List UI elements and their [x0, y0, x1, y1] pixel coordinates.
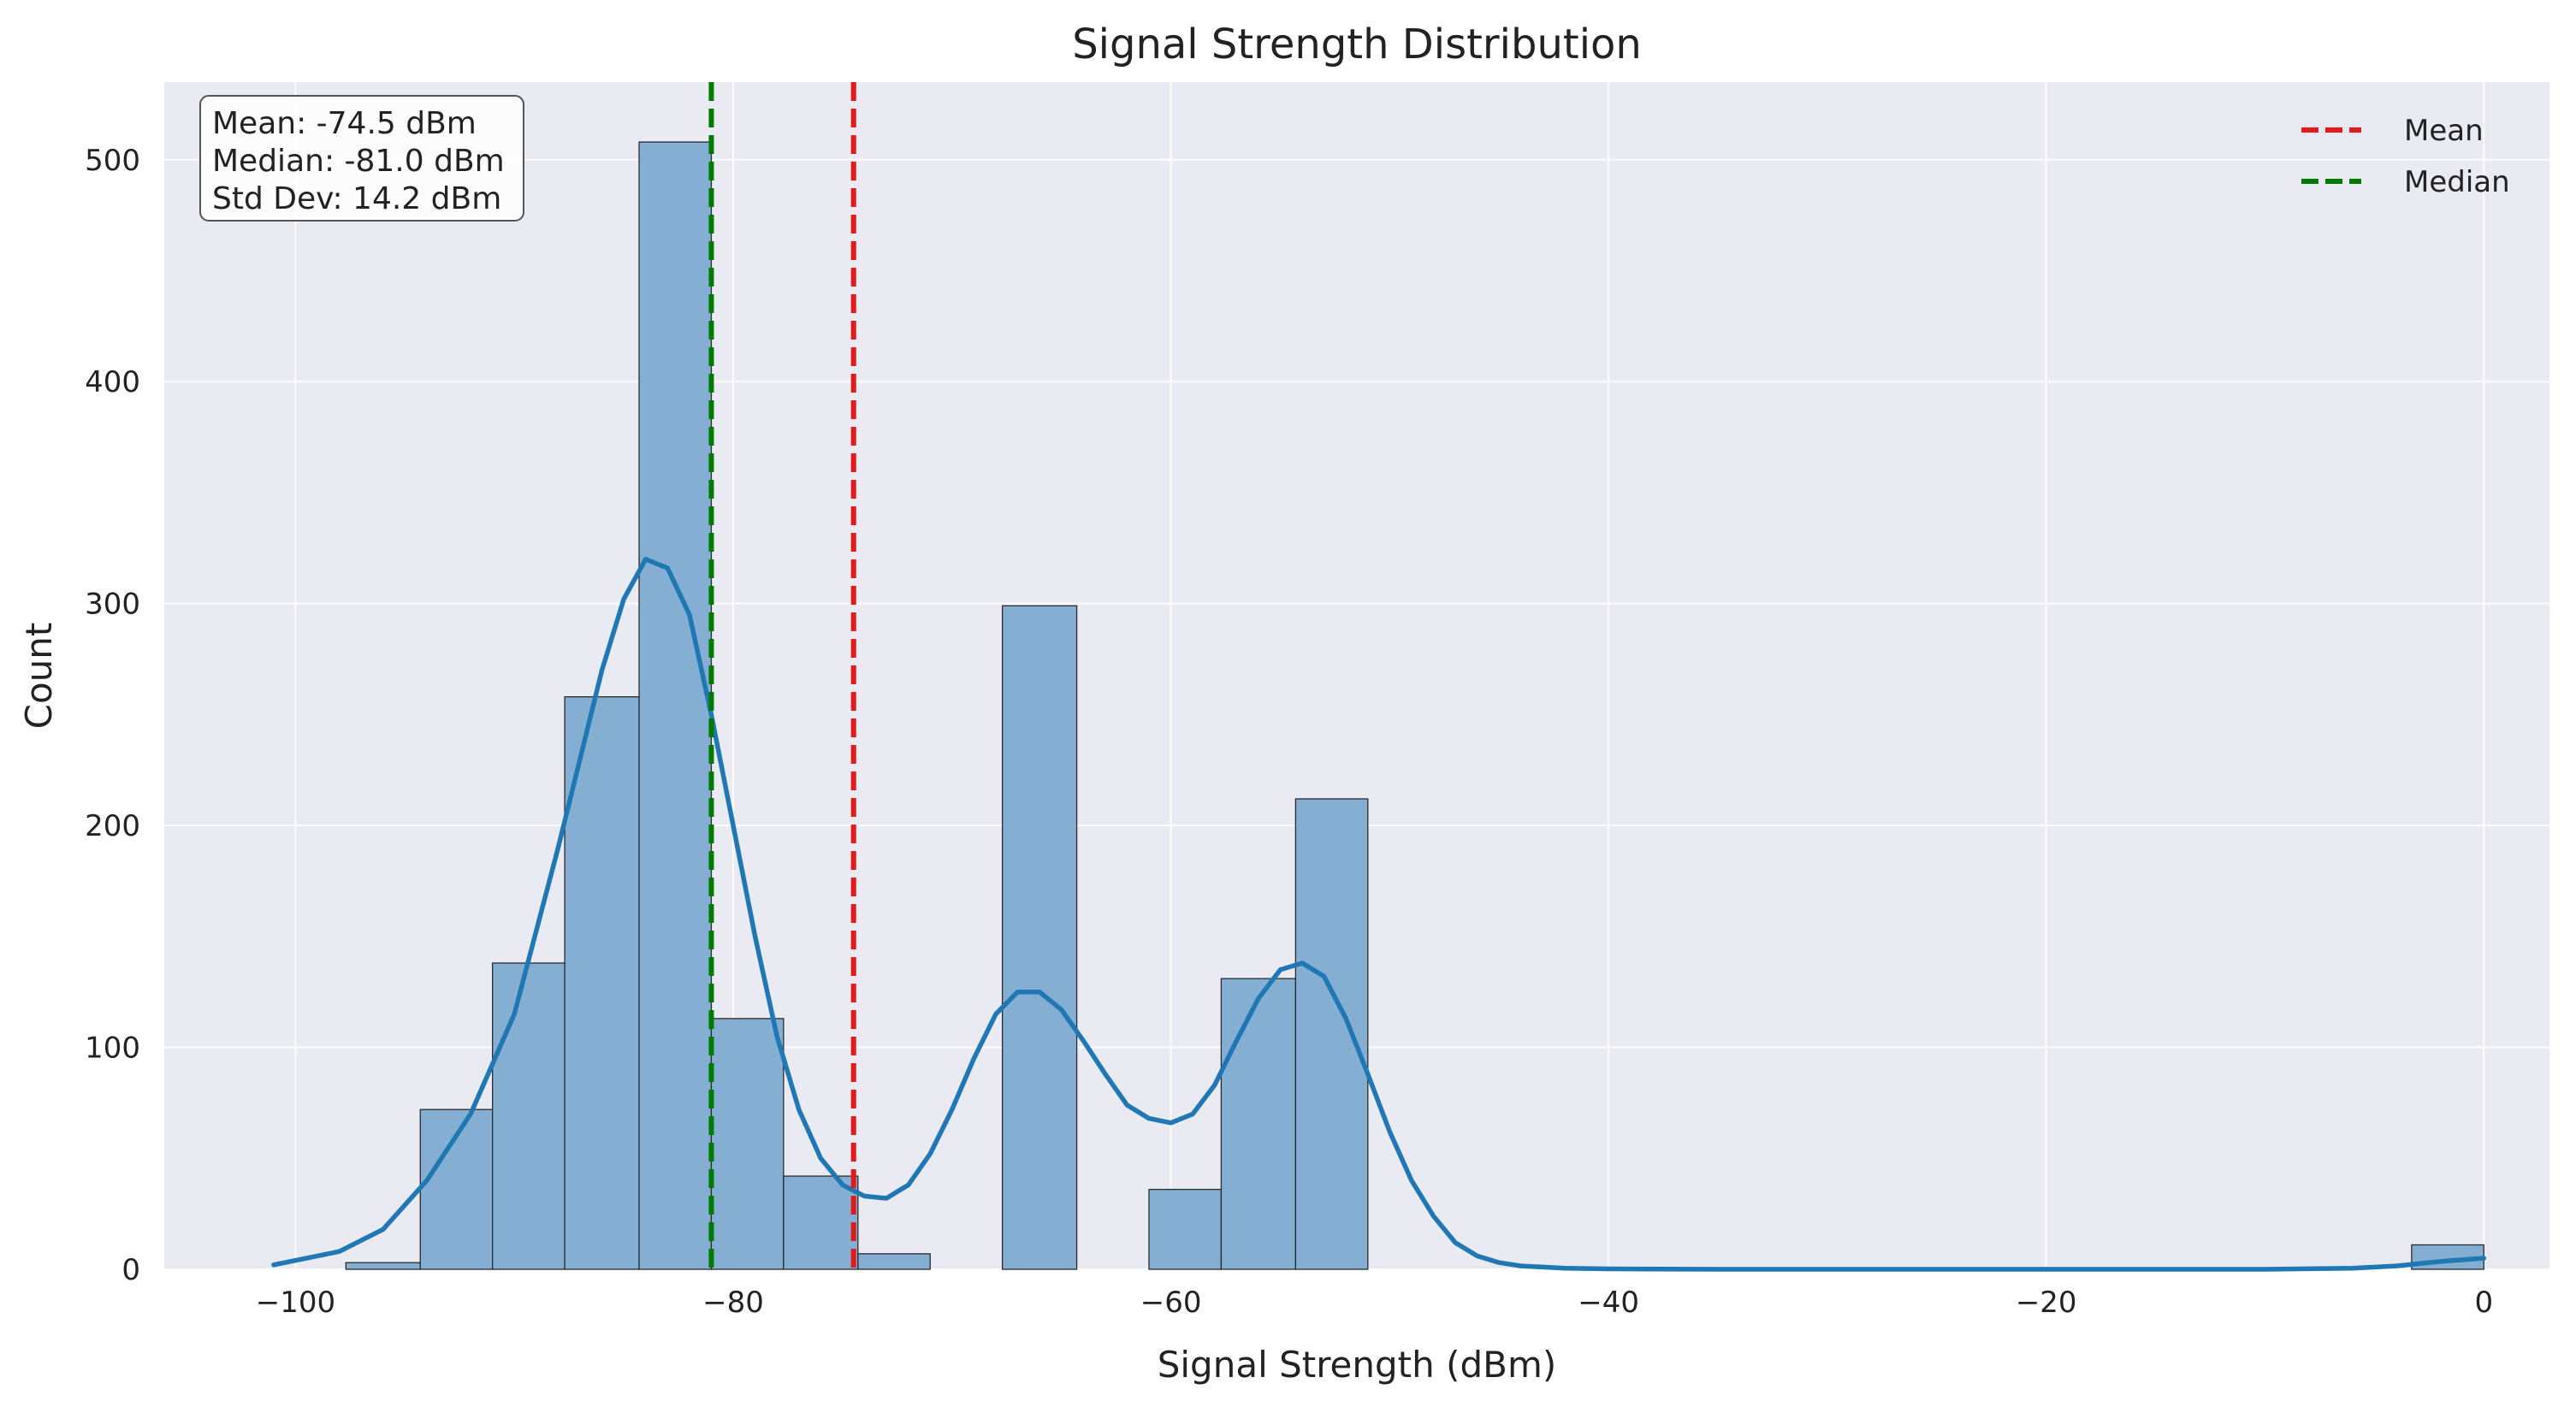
stats-line: Mean: -74.5 dBm	[212, 106, 477, 141]
x-tick-label: −100	[256, 1286, 335, 1320]
x-tick-label: 0	[2474, 1286, 2493, 1320]
stats-box-frame	[199, 95, 524, 222]
histogram-bar	[710, 1018, 785, 1270]
histogram-bar	[492, 962, 566, 1270]
median-legend-label: Median	[2404, 165, 2510, 199]
chart-title: Signal Strength Distribution	[1072, 21, 1642, 68]
y-tick-label: 400	[85, 365, 140, 399]
mean-legend-label: Mean	[2404, 114, 2484, 148]
y-tick-label: 200	[85, 809, 140, 843]
legend: Mean Median	[2301, 114, 2510, 199]
x-tick-label: −20	[2016, 1286, 2077, 1320]
y-axis-label: Count	[18, 623, 60, 730]
y-tick-label: 100	[85, 1032, 140, 1066]
histogram-bar	[638, 141, 713, 1270]
histogram-bar	[1294, 798, 1369, 1270]
x-tick-label: −40	[1578, 1286, 1639, 1320]
stats-line: Median: -81.0 dBm	[212, 144, 505, 179]
histogram-bar	[783, 1175, 859, 1270]
histogram-bar	[1001, 605, 1078, 1270]
histogram-bar	[857, 1253, 931, 1270]
stats-line: Std Dev: 14.2 dBm	[212, 181, 501, 216]
x-axis-label: Signal Strength (dBm)	[1158, 1344, 1557, 1386]
y-tick-label: 500	[85, 144, 140, 178]
y-tick-label: 300	[85, 588, 140, 622]
x-tick-label: −80	[702, 1286, 764, 1320]
kde-curve	[271, 557, 2487, 1272]
histogram-bar	[345, 1262, 421, 1270]
histogram-bar	[1148, 1188, 1223, 1270]
histogram-bar	[1220, 978, 1297, 1270]
histogram-bars	[345, 141, 2484, 1270]
x-tick-label: −60	[1140, 1286, 1202, 1320]
y-tick-label: 0	[121, 1253, 140, 1287]
